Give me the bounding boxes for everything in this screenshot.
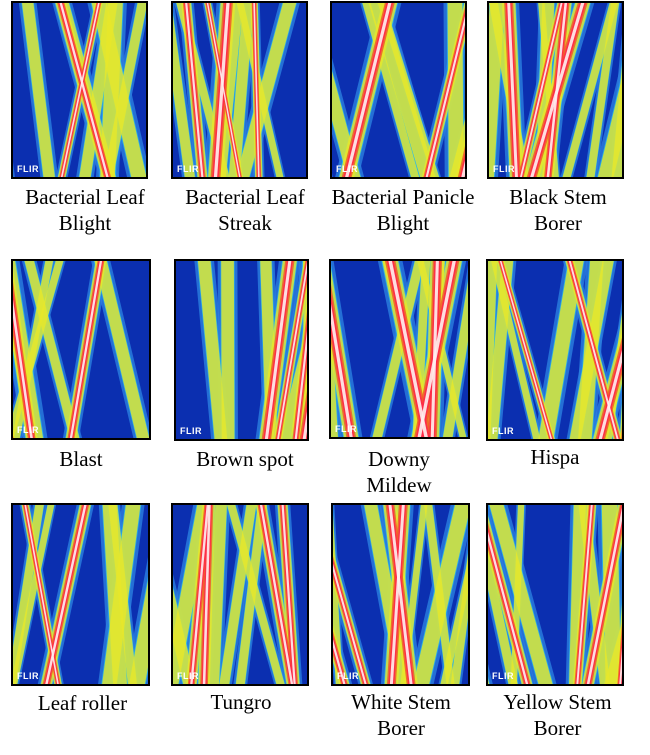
thermal-image-tungro: FLIR — [171, 503, 309, 686]
caption-black-stem-borer: Black Stem Borer — [509, 185, 607, 235]
thermal-image-black-stem-borer: FLIR — [487, 1, 624, 179]
thermal-image-white-stem-borer: FLIR — [331, 503, 470, 686]
flir-watermark: FLIR — [336, 164, 358, 174]
thermal-image-svg — [488, 505, 622, 684]
thermal-image-svg — [488, 261, 622, 439]
caption-tungro: Tungro — [210, 690, 272, 714]
flir-watermark: FLIR — [177, 164, 199, 174]
thermal-image-bacterial-panicle-blight: FLIR — [330, 1, 467, 179]
flir-watermark: FLIR — [17, 164, 39, 174]
thermal-image-yellow-stem-borer: FLIR — [486, 503, 624, 686]
thermal-image-brown-spot: FLIR — [174, 259, 309, 441]
caption-bacterial-leaf-streak: Bacterial Leaf Streak — [185, 185, 305, 235]
thermal-image-svg — [13, 261, 149, 438]
caption-brown-spot: Brown spot — [196, 447, 294, 471]
thermal-image-bacterial-leaf-blight: FLIR — [11, 1, 148, 179]
flir-watermark: FLIR — [177, 671, 199, 681]
thermal-image-svg — [173, 505, 307, 684]
thermal-image-svg — [13, 505, 148, 684]
flir-watermark: FLIR — [335, 424, 357, 434]
thermal-image-svg — [173, 3, 306, 177]
caption-blast: Blast — [59, 447, 103, 471]
caption-leaf-roller: Leaf roller — [37, 691, 128, 715]
thermal-image-svg — [489, 3, 622, 177]
flir-watermark: FLIR — [492, 671, 514, 681]
caption-white-stem-borer: White Stem Borer — [351, 690, 451, 740]
thermal-image-leaf-roller: FLIR — [11, 503, 150, 686]
thermal-image-downy-mildew: FLIR — [329, 259, 470, 439]
caption-bacterial-panicle-blight: Bacterial Panicle Blight — [331, 185, 475, 235]
flir-watermark: FLIR — [337, 671, 359, 681]
thermal-image-svg — [333, 505, 468, 684]
flir-watermark: FLIR — [180, 426, 202, 436]
caption-downy-mildew: Downy Mildew — [366, 447, 432, 497]
thermal-image-svg — [176, 261, 307, 439]
thermal-image-bacterial-leaf-streak: FLIR — [171, 1, 308, 179]
thermal-image-blast: FLIR — [11, 259, 151, 440]
thermal-image-svg — [331, 261, 468, 437]
flir-watermark: FLIR — [17, 425, 39, 435]
thermal-image-svg — [332, 3, 465, 177]
flir-watermark: FLIR — [493, 164, 515, 174]
thermal-image-hispa: FLIR — [486, 259, 624, 441]
caption-bacterial-leaf-blight: Bacterial Leaf Blight — [25, 185, 145, 235]
flir-watermark: FLIR — [492, 426, 514, 436]
caption-hispa: Hispa — [530, 445, 580, 469]
thermal-image-svg — [13, 3, 146, 177]
flir-watermark: FLIR — [17, 671, 39, 681]
caption-yellow-stem-borer: Yellow Stem Borer — [503, 690, 612, 740]
